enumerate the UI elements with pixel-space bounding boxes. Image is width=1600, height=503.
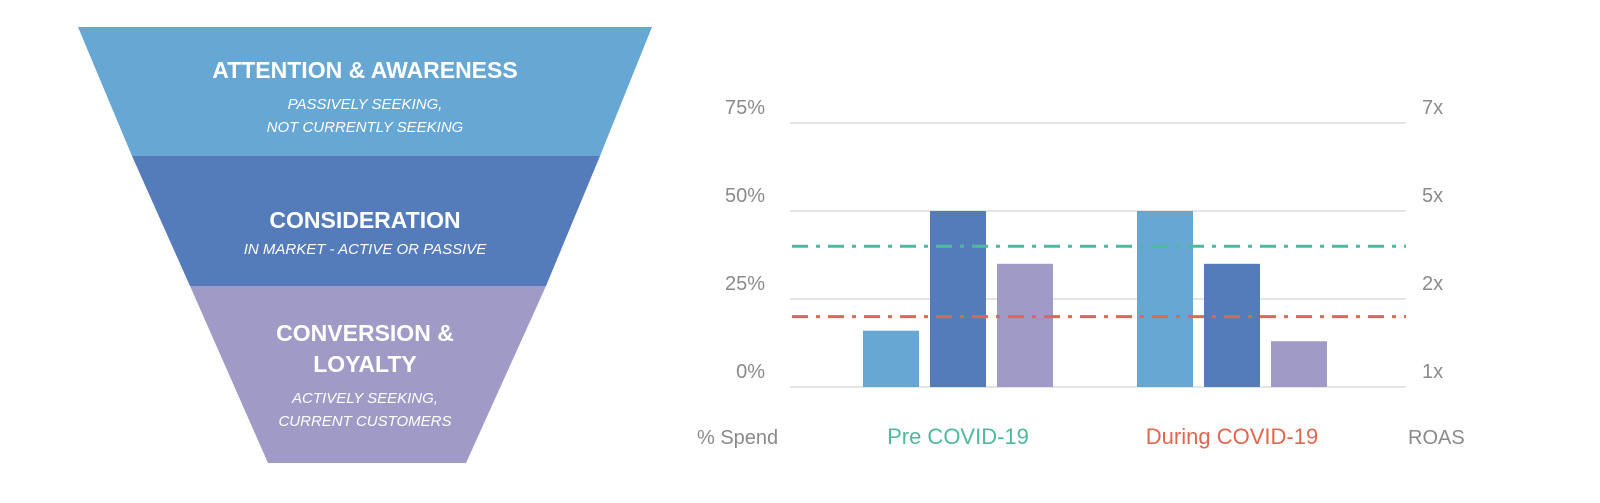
funnel-stage-title: LOYALTY (313, 351, 417, 377)
funnel-stage-title: ATTENTION & AWARENESS (212, 57, 517, 83)
bar (1204, 263, 1260, 387)
bar (997, 263, 1053, 387)
y-tick-label-right: 7x (1422, 97, 1443, 119)
y-axis-label-right: ROAS (1408, 427, 1465, 449)
y-axis-label-left: % Spend (697, 427, 778, 449)
funnel-diagram: ATTENTION & AWARENESS PASSIVELY SEEKING, N… (78, 27, 652, 463)
funnel-band (132, 156, 600, 286)
bar (863, 330, 919, 387)
reference-lines (792, 244, 1406, 319)
funnel-stage-subtitle: NOT CURRENTLY SEEKING (267, 119, 464, 136)
y-tick-label-right: 2x (1422, 273, 1443, 295)
funnel-stage-title: CONSIDERATION (269, 207, 460, 233)
funnel-stage: CONSIDERATION IN MARKET - ACTIVE OR PASSI… (132, 156, 600, 286)
funnel-stage-subtitle: PASSIVELY SEEKING, (288, 96, 443, 113)
funnel-stage-subtitle: IN MARKET - ACTIVE OR PASSIVE (244, 241, 488, 258)
tick-labels: 0% 25% 50% 75% 1x 2x 5x 7x (725, 97, 1443, 383)
funnel-stage: CONVERSION & LOYALTY ACTIVELY SEEKING, CURR… (190, 286, 546, 463)
funnel-stage-subtitle: ACTIVELY SEEKING, (291, 390, 438, 407)
y-tick-label-left: 0% (736, 361, 765, 383)
bar (1137, 211, 1193, 387)
funnel-stage-title: CONVERSION & (276, 320, 454, 346)
category-label: Pre COVID-19 (887, 424, 1029, 449)
y-tick-label-right: 5x (1422, 185, 1443, 207)
funnel-band (190, 286, 546, 463)
bars (863, 211, 1327, 387)
funnel-stage: ATTENTION & AWARENESS PASSIVELY SEEKING, N… (78, 27, 652, 156)
funnel-stage-subtitle: CURRENT CUSTOMERS (278, 413, 451, 430)
bar (1271, 341, 1327, 387)
funnel-band (78, 27, 652, 156)
y-tick-label-left: 25% (725, 273, 765, 295)
bar-chart: 0% 25% 50% 75% 1x 2x 5x 7x % Spend ROAS Pre COV… (697, 97, 1465, 449)
y-tick-label-right: 1x (1422, 361, 1443, 383)
category-labels: Pre COVID-19 During COVID-19 (887, 424, 1318, 449)
y-tick-label-left: 75% (725, 97, 765, 119)
y-tick-label-left: 50% (725, 185, 765, 207)
bar (930, 211, 986, 387)
category-label: During COVID-19 (1146, 424, 1318, 449)
